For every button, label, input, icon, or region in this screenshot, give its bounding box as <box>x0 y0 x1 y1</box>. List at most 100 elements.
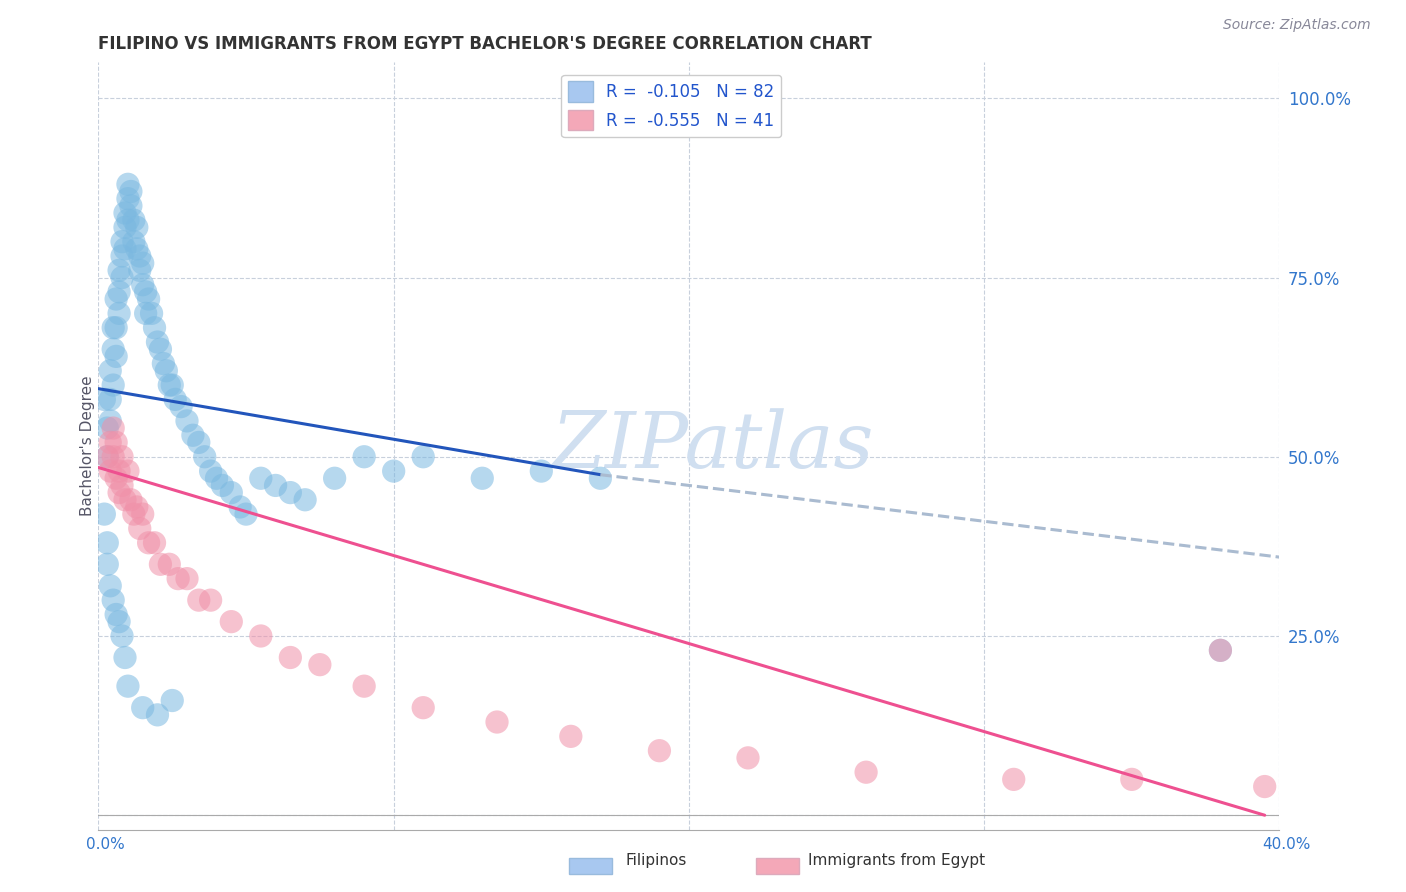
Point <box>221 615 243 629</box>
Point <box>122 507 145 521</box>
Point <box>152 357 174 371</box>
Point <box>353 450 375 464</box>
Point <box>200 593 222 607</box>
Text: Filipinos: Filipinos <box>626 854 688 868</box>
Point <box>105 320 128 334</box>
Point <box>117 192 139 206</box>
Point <box>98 435 121 450</box>
Point <box>117 213 139 227</box>
Text: 40.0%: 40.0% <box>1263 838 1310 852</box>
Point <box>176 572 198 586</box>
Point <box>111 270 134 285</box>
Point <box>229 500 252 514</box>
Point <box>149 558 172 572</box>
Point <box>120 199 142 213</box>
Point <box>122 235 145 249</box>
Point <box>165 392 187 407</box>
Point <box>98 579 121 593</box>
Point <box>117 464 139 478</box>
Point <box>205 471 228 485</box>
Legend: R =  -0.105   N = 82, R =  -0.555   N = 41: R = -0.105 N = 82, R = -0.555 N = 41 <box>561 75 782 137</box>
Point <box>1121 772 1143 787</box>
Point <box>132 700 155 714</box>
Point <box>128 521 150 535</box>
Point <box>125 220 148 235</box>
Point <box>128 249 150 263</box>
Point <box>105 350 128 364</box>
Point <box>98 364 121 378</box>
Point <box>93 392 115 407</box>
Point <box>108 285 131 299</box>
Point <box>170 400 193 414</box>
Point <box>648 744 671 758</box>
Point <box>353 679 375 693</box>
Point <box>589 471 612 485</box>
Point <box>96 450 118 464</box>
Point <box>111 629 134 643</box>
Point <box>117 679 139 693</box>
Text: Source: ZipAtlas.com: Source: ZipAtlas.com <box>1223 18 1371 31</box>
Point <box>138 536 160 550</box>
Text: Immigrants from Egypt: Immigrants from Egypt <box>808 854 986 868</box>
Point <box>187 435 209 450</box>
Point <box>103 450 125 464</box>
Point <box>530 464 553 478</box>
Point <box>294 492 316 507</box>
Point <box>382 464 405 478</box>
Point <box>128 263 150 277</box>
Point <box>114 492 136 507</box>
Point <box>187 593 209 607</box>
Point <box>96 536 118 550</box>
Point <box>105 607 128 622</box>
Point <box>132 507 155 521</box>
Point <box>146 707 169 722</box>
Point <box>560 730 582 744</box>
Text: FILIPINO VS IMMIGRANTS FROM EGYPT BACHELOR'S DEGREE CORRELATION CHART: FILIPINO VS IMMIGRANTS FROM EGYPT BACHEL… <box>98 35 872 53</box>
Point <box>132 256 155 270</box>
Point <box>114 650 136 665</box>
Point <box>96 421 118 435</box>
Point <box>149 342 172 356</box>
Point <box>108 615 131 629</box>
Point <box>98 464 121 478</box>
Point <box>176 414 198 428</box>
Point <box>250 471 273 485</box>
Point <box>98 392 121 407</box>
Point <box>103 320 125 334</box>
Point <box>98 414 121 428</box>
Point <box>111 450 134 464</box>
Point <box>162 378 183 392</box>
Point <box>108 263 131 277</box>
Point <box>108 485 131 500</box>
Point <box>157 558 180 572</box>
Point <box>108 464 131 478</box>
Point <box>194 450 217 464</box>
Point <box>323 471 346 485</box>
Point <box>114 206 136 220</box>
Point <box>105 435 128 450</box>
Point <box>157 378 180 392</box>
Point <box>1209 643 1232 657</box>
Point <box>181 428 204 442</box>
Point <box>167 572 190 586</box>
Point <box>143 536 166 550</box>
Point <box>471 471 494 485</box>
Point <box>120 492 142 507</box>
Point <box>103 421 125 435</box>
Point <box>105 292 128 306</box>
Point <box>125 500 148 514</box>
Point <box>309 657 332 672</box>
Point <box>103 378 125 392</box>
Point <box>1209 643 1232 657</box>
Point <box>412 450 434 464</box>
Point <box>111 249 134 263</box>
Point <box>122 213 145 227</box>
Point <box>114 220 136 235</box>
Point <box>264 478 287 492</box>
Point <box>737 751 759 765</box>
Point <box>1254 780 1277 794</box>
Point <box>486 714 509 729</box>
Point <box>221 485 243 500</box>
Point <box>155 364 177 378</box>
Point <box>93 507 115 521</box>
